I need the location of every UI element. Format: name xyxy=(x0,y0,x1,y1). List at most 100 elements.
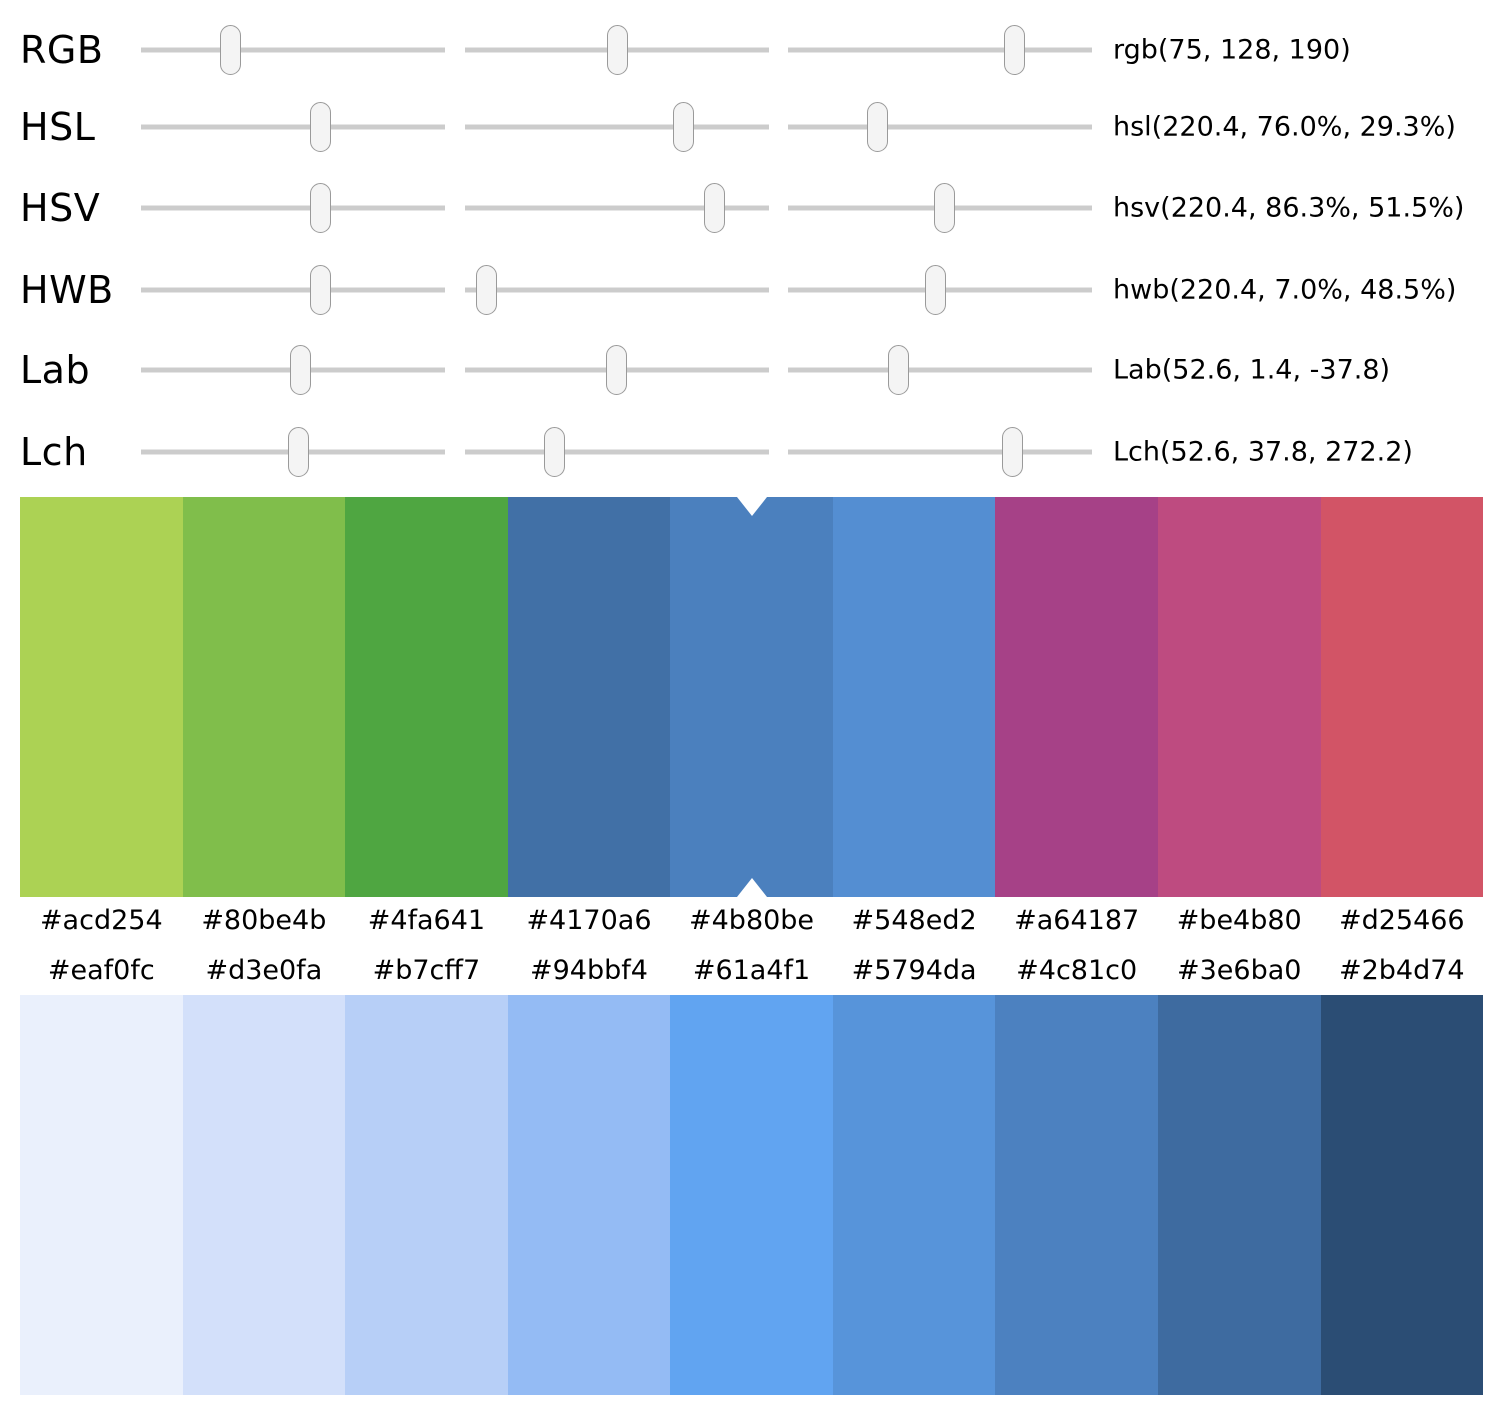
slider-lab-a-axis[interactable] xyxy=(465,342,769,398)
color-space-slider-panel: RGB rgb(75, 128, 190) HSL hsl(220.4, 76.0%,… xyxy=(0,0,1501,492)
slider-row-label: HSV xyxy=(20,186,101,230)
slider-handle[interactable] xyxy=(607,25,629,75)
slider-hsl-lightness[interactable] xyxy=(788,99,1092,155)
slider-hwb-blackness[interactable] xyxy=(788,262,1092,318)
slider-lch-lightness[interactable] xyxy=(141,424,445,480)
hex-label-top-3: #4170a6 xyxy=(526,905,652,936)
slider-row-label: Lab xyxy=(20,348,91,392)
slider-handle[interactable] xyxy=(866,102,888,152)
selection-marker-top-icon xyxy=(736,497,767,516)
palette-swatch-bottom-3[interactable] xyxy=(507,995,671,1395)
palette-swatch-top-7[interactable] xyxy=(1157,497,1321,897)
hex-label-top-8: #d25466 xyxy=(1338,905,1465,936)
slider-handle[interactable] xyxy=(934,183,956,233)
slider-hsv-value[interactable] xyxy=(788,180,1092,236)
slider-track[interactable] xyxy=(465,287,769,293)
hex-label-bottom-4: #61a4f1 xyxy=(692,955,811,986)
slider-value-text: Lab(52.6, 1.4, -37.8) xyxy=(1113,354,1391,386)
slider-value-text: hsl(220.4, 76.0%, 29.3%) xyxy=(1113,111,1456,143)
palette-swatch-top-3[interactable] xyxy=(507,497,671,897)
slider-hsv-saturation[interactable] xyxy=(465,180,769,236)
slider-handle[interactable] xyxy=(475,265,497,315)
palette-swatch-top-1[interactable] xyxy=(182,497,346,897)
slider-handle[interactable] xyxy=(309,265,331,315)
slider-track[interactable] xyxy=(465,205,769,211)
slider-handle[interactable] xyxy=(290,345,312,395)
palette-swatch-top-2[interactable] xyxy=(345,497,508,897)
slider-row-hsv: HSV hsv(220.4, 86.3%, 51.5%) xyxy=(0,173,1501,243)
hex-label-bottom-6: #4c81c0 xyxy=(1016,955,1138,986)
palette-row-bottom xyxy=(20,995,1484,1395)
palette-swatch-top-4[interactable] xyxy=(670,497,833,897)
hex-label-top-2: #4fa641 xyxy=(367,905,486,936)
slider-track[interactable] xyxy=(788,47,1092,53)
slider-lch-chroma[interactable] xyxy=(465,424,769,480)
palette-swatch-bottom-4[interactable] xyxy=(670,995,833,1395)
palette-swatch-bottom-2[interactable] xyxy=(345,995,508,1395)
hex-label-bottom-5: #5794da xyxy=(851,955,977,986)
slider-row-label: HWB xyxy=(20,268,114,312)
hex-label-bottom-8: #2b4d74 xyxy=(1338,955,1465,986)
slider-hsl-saturation[interactable] xyxy=(465,99,769,155)
slider-row-label: RGB xyxy=(20,28,104,72)
slider-row-lch: Lch Lch(52.6, 37.8, 272.2) xyxy=(0,417,1501,487)
slider-hsl-hue[interactable] xyxy=(141,99,445,155)
slider-track[interactable] xyxy=(141,287,445,293)
hex-label-bottom-7: #3e6ba0 xyxy=(1176,955,1302,986)
slider-handle[interactable] xyxy=(924,265,946,315)
palette-swatch-bottom-0[interactable] xyxy=(20,995,183,1395)
palette-swatch-bottom-5[interactable] xyxy=(832,995,996,1395)
slider-track[interactable] xyxy=(141,205,445,211)
slider-row-hsl: HSL hsl(220.4, 76.0%, 29.3%) xyxy=(0,92,1501,162)
slider-rgb-green[interactable] xyxy=(465,22,769,78)
slider-track[interactable] xyxy=(141,47,445,53)
palette-swatch-bottom-7[interactable] xyxy=(1157,995,1321,1395)
palette-swatch-top-8[interactable] xyxy=(1320,497,1484,897)
slider-track[interactable] xyxy=(788,124,1092,130)
palette-swatch-bottom-8[interactable] xyxy=(1320,995,1484,1395)
slider-handle[interactable] xyxy=(544,427,566,477)
palette-swatch-bottom-6[interactable] xyxy=(995,995,1158,1395)
hex-label-bottom-2: #b7cff7 xyxy=(372,955,481,986)
hex-labels-top: #acd254 #80be4b #4fa641 #4170a6 #4b80be #548e… xyxy=(20,900,1483,942)
hex-label-top-4: #4b80be xyxy=(689,905,815,936)
slider-handle[interactable] xyxy=(1002,427,1024,477)
palette-swatch-bottom-1[interactable] xyxy=(182,995,346,1395)
slider-handle[interactable] xyxy=(287,427,309,477)
slider-lch-hue[interactable] xyxy=(788,424,1092,480)
slider-handle[interactable] xyxy=(309,183,331,233)
slider-row-lab: Lab Lab(52.6, 1.4, -37.8) xyxy=(0,335,1501,405)
slider-hwb-hue[interactable] xyxy=(141,262,445,318)
selection-marker-bottom-icon xyxy=(736,878,767,897)
slider-row-label: Lch xyxy=(20,430,88,474)
slider-track[interactable] xyxy=(788,367,1092,373)
slider-track[interactable] xyxy=(788,449,1092,455)
slider-row-hwb: HWB hwb(220.4, 7.0%, 48.5%) xyxy=(0,255,1501,325)
slider-handle[interactable] xyxy=(309,102,331,152)
slider-lab-b-axis[interactable] xyxy=(788,342,1092,398)
palette-swatch-top-0[interactable] xyxy=(20,497,183,897)
palette-swatch-top-5[interactable] xyxy=(832,497,996,897)
slider-hsv-hue[interactable] xyxy=(141,180,445,236)
slider-track[interactable] xyxy=(465,449,769,455)
slider-handle[interactable] xyxy=(219,25,241,75)
slider-handle[interactable] xyxy=(605,345,627,395)
slider-track[interactable] xyxy=(141,124,445,130)
hex-label-top-7: #be4b80 xyxy=(1176,905,1302,936)
slider-rgb-blue[interactable] xyxy=(788,22,1092,78)
hex-label-bottom-0: #eaf0fc xyxy=(47,955,155,986)
slider-handle[interactable] xyxy=(673,102,695,152)
slider-lab-lightness[interactable] xyxy=(141,342,445,398)
slider-handle[interactable] xyxy=(887,345,909,395)
slider-value-text: hsv(220.4, 86.3%, 51.5%) xyxy=(1113,192,1465,224)
slider-hwb-whiteness[interactable] xyxy=(465,262,769,318)
slider-handle[interactable] xyxy=(703,183,725,233)
slider-handle[interactable] xyxy=(1003,25,1025,75)
slider-row-label: HSL xyxy=(20,105,96,149)
slider-rgb-red[interactable] xyxy=(141,22,445,78)
slider-track[interactable] xyxy=(465,124,769,130)
hex-label-top-6: #a64187 xyxy=(1014,905,1140,936)
hex-label-bottom-3: #94bbf4 xyxy=(529,955,648,986)
palette-swatch-top-6[interactable] xyxy=(995,497,1158,897)
slider-value-text: hwb(220.4, 7.0%, 48.5%) xyxy=(1113,274,1457,306)
